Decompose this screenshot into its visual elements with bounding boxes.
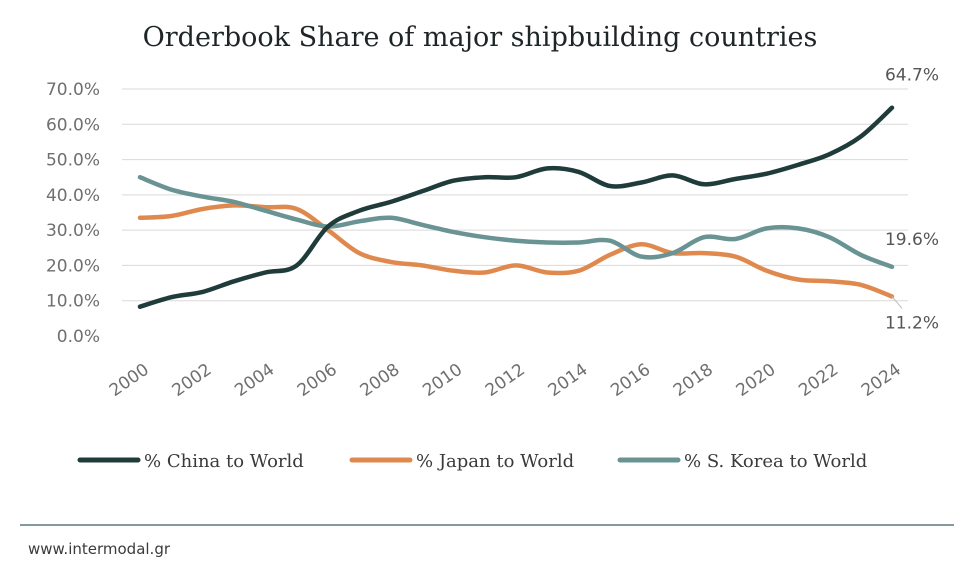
x-tick-label: 2022 (795, 360, 842, 401)
y-tick-label: 40.0% (46, 186, 100, 206)
grid (122, 88, 908, 302)
series-line-s-korea-to-world (137, 174, 895, 270)
legend-item-s-korea-to-world: % S. Korea to World (617, 451, 867, 472)
x-axis: 2000 2002 2004 2006 2008 2010 2012 2014 2016 2018… (106, 360, 905, 401)
x-tick-label: 2010 (419, 360, 466, 401)
x-tick-label: 2008 (357, 360, 404, 401)
x-tick-label: 2018 (670, 360, 717, 401)
y-tick-label: 50.0% (46, 151, 100, 171)
x-tick-label: 2002 (169, 360, 216, 401)
annotations: 64.7% 19.6% 11.2% (885, 66, 939, 334)
x-tick-label: 2014 (545, 360, 592, 401)
legend-item-japan-to-world: % Japan to World (349, 451, 574, 472)
end-value-label: 64.7% (885, 66, 939, 86)
x-tick-label: 2006 (294, 360, 341, 401)
x-tick-label: 2000 (106, 360, 153, 401)
legend: % China to World % Japan to World % S. Kor… (77, 451, 867, 472)
annotation-leader (891, 296, 903, 309)
legend-item-china-to-world: % China to World (77, 451, 304, 472)
legend-label: % S. Korea to World (684, 451, 867, 472)
series-line-japan-to-world (137, 203, 895, 299)
x-tick-label: 2016 (607, 360, 654, 401)
y-tick-label: 30.0% (46, 221, 100, 241)
y-tick-label: 20.0% (46, 256, 100, 276)
x-tick-label: 2024 (858, 360, 905, 401)
chart-title: Orderbook Share of major shipbuilding co… (143, 22, 818, 53)
x-tick-label: 2012 (482, 360, 529, 401)
y-tick-label: 0.0% (57, 327, 100, 347)
end-value-label: 11.2% (885, 313, 939, 333)
series-line-china-to-world (137, 105, 895, 309)
legend-label: % Japan to World (416, 451, 574, 472)
source-link[interactable]: www.intermodal.gr (28, 540, 171, 558)
y-tick-label: 70.0% (46, 80, 100, 100)
end-value-label: 19.6% (885, 230, 939, 250)
legend-label: % China to World (144, 451, 304, 472)
series-lines (137, 105, 895, 309)
x-tick-label: 2020 (733, 360, 780, 401)
y-tick-label: 10.0% (46, 292, 100, 312)
x-tick-label: 2004 (231, 360, 278, 401)
y-tick-label: 60.0% (46, 115, 100, 135)
y-axis: 0.0% 10.0% 20.0% 30.0% 40.0% 50.0% 60.0% 70.0% (46, 80, 100, 347)
